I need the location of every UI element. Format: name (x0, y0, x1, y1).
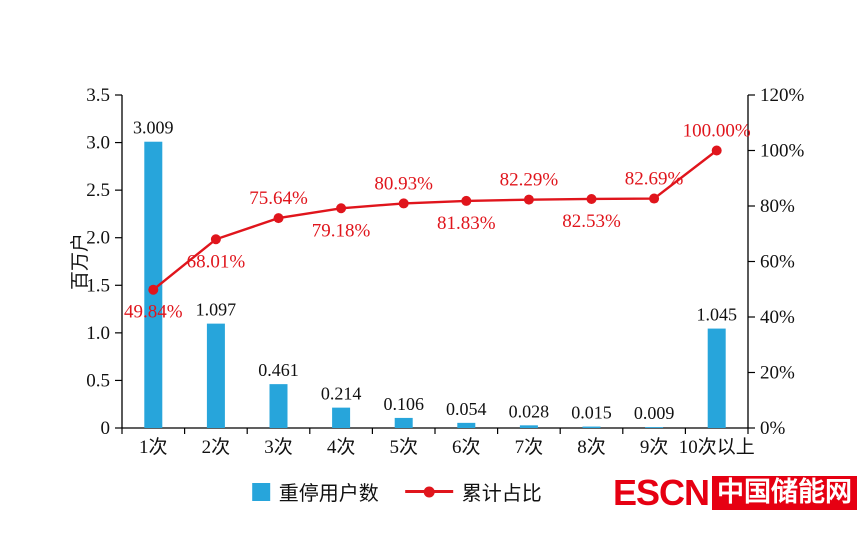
left-axis-tick-label: 1.5 (86, 275, 110, 296)
bar (645, 427, 664, 428)
bar-value-label: 0.028 (509, 401, 550, 421)
x-axis-category-label: 10次以上 (679, 436, 755, 458)
x-axis-category-label: 2次 (202, 436, 231, 458)
right-axis-tick-label: 100% (760, 141, 805, 162)
percent-label: 68.01% (187, 251, 246, 272)
line-marker (148, 284, 159, 295)
right-axis-tick-label: 60% (760, 252, 795, 273)
bar (582, 426, 601, 428)
right-axis-tick-label: 0% (760, 418, 786, 439)
x-axis-category-label: 8次 (577, 436, 606, 458)
percent-label: 82.69% (625, 169, 684, 190)
line-series-swatch (404, 486, 453, 497)
line-marker (210, 234, 221, 245)
bar (519, 425, 538, 428)
x-axis-category-label: 4次 (327, 436, 356, 458)
x-axis-category-label: 6次 (452, 436, 481, 458)
percent-label: 80.93% (374, 173, 433, 194)
chart-legend: 重停用户数 累计占比 (251, 477, 542, 506)
bar (457, 422, 476, 428)
bar (269, 384, 288, 428)
percent-label: 82.53% (562, 211, 621, 232)
bar-value-label: 1.045 (696, 305, 737, 325)
left-axis-tick-label: 1.0 (86, 323, 110, 344)
percent-label: 79.18% (312, 220, 371, 241)
line-marker (523, 194, 534, 205)
left-axis-tick-label: 2.5 (86, 180, 110, 201)
left-axis-tick-label: 2.0 (86, 228, 110, 249)
line-marker (711, 145, 722, 156)
line-marker (273, 213, 284, 224)
left-axis-title: 百万户 (69, 233, 91, 290)
bar-value-label: 0.015 (571, 403, 612, 423)
bar-value-label: 0.009 (634, 403, 675, 423)
left-axis-tick-label: 0.5 (86, 370, 110, 391)
right-axis-tick-label: 80% (760, 196, 795, 217)
bar (394, 417, 413, 428)
cumulative-line (152, 149, 718, 291)
right-axis-tick-label: 40% (760, 307, 795, 328)
percent-label: 81.83% (437, 213, 496, 234)
left-axis-tick-label: 3.5 (86, 85, 110, 106)
percent-label: 100.00% (683, 121, 751, 142)
escn-logo: ESCN 中国储能网 (613, 472, 857, 514)
line-marker (398, 198, 409, 209)
bar-value-label: 0.054 (446, 399, 487, 419)
percent-label: 82.29% (500, 170, 559, 191)
percent-label: 75.64% (249, 188, 308, 209)
legend-item-line-series: 累计占比 (404, 477, 542, 506)
line-marker (586, 193, 597, 204)
legend-item-bar-series: 重停用户数 (251, 477, 379, 506)
bar (332, 407, 351, 428)
right-axis-tick-label: 20% (760, 363, 795, 384)
bar-value-label: 0.106 (383, 394, 424, 414)
left-axis-tick-label: 3.0 (86, 133, 110, 154)
line-marker (649, 193, 660, 204)
line-series-dot-icon (423, 486, 435, 497)
right-axis-tick-label: 120% (760, 85, 805, 106)
line-marker (336, 203, 347, 214)
x-axis-category-label: 1次 (139, 436, 168, 458)
x-axis-category-label: 3次 (264, 436, 293, 458)
escn-logo-chinese-text: 中国储能网 (712, 476, 857, 510)
bar-value-label: 1.097 (196, 300, 237, 320)
bar (206, 323, 225, 428)
bar-value-label: 0.214 (321, 384, 362, 404)
escn-logo-latin-text: ESCN (612, 472, 710, 513)
bar (707, 328, 726, 428)
line-marker (461, 195, 472, 206)
percent-label: 49.84% (124, 302, 183, 323)
x-axis-category-label: 5次 (389, 436, 418, 458)
x-axis-category-label: 7次 (515, 436, 544, 458)
x-axis-category-label: 9次 (640, 436, 669, 458)
legend-label-line-series: 累计占比 (461, 483, 542, 505)
bar-value-label: 3.009 (133, 118, 174, 138)
pareto-chart: 0 0.5 1.0 1.5 2.0 2.5 3.0 3.5 0% 20% 40% 60% 80% 100%… (69, 85, 805, 458)
legend-label-bar-series: 重停用户数 (278, 483, 379, 505)
left-axis-tick-label: 0 (101, 418, 111, 439)
bar-series-swatch (251, 482, 270, 501)
bar-value-label: 0.461 (258, 360, 299, 380)
